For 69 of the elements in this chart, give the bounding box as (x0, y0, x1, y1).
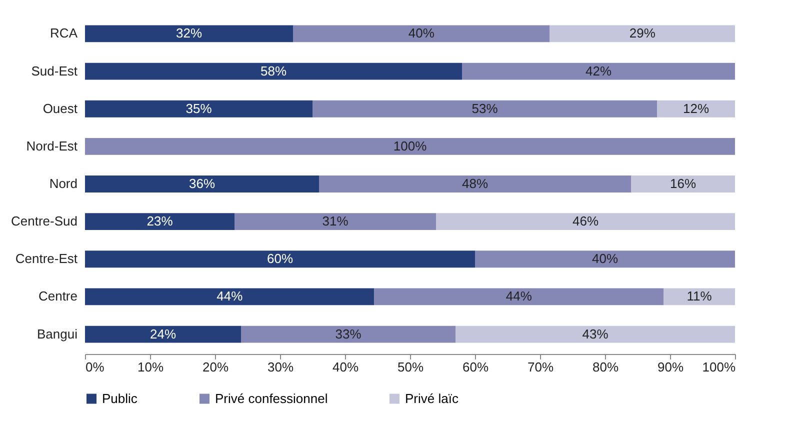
bar (85, 326, 241, 343)
bar (550, 25, 735, 42)
x-tick-label: 100% (702, 360, 736, 374)
bar (456, 326, 735, 343)
x-tick-label: 30% (267, 360, 294, 374)
data-label: 40% (408, 26, 435, 41)
x-tick-label: 10% (137, 360, 164, 374)
y-tick-label: Nord (49, 176, 78, 191)
data-label: 48% (462, 176, 488, 191)
bar (319, 176, 631, 192)
data-label: 36% (188, 176, 216, 191)
bar (85, 138, 735, 155)
data-label: 16% (670, 176, 696, 191)
y-tick-label: RCA (50, 26, 78, 41)
x-tick-label: 40% (332, 360, 359, 374)
bar (85, 288, 374, 306)
y-tick-label: Nord-Est (26, 138, 78, 154)
y-tick-label: Centre-Est (15, 251, 78, 266)
bar (462, 62, 735, 80)
x-tick-label: 60% (462, 360, 489, 374)
x-tick-label: 80% (592, 360, 619, 374)
bar (293, 25, 550, 42)
data-label: 23% (146, 214, 174, 229)
bar (85, 213, 234, 230)
bar (475, 250, 735, 268)
bar (85, 176, 319, 192)
bar (436, 213, 735, 230)
y-tick-label: Ouest (42, 100, 78, 116)
x-tick-label: 0% (86, 360, 105, 374)
data-label: 11% (686, 288, 712, 304)
legend-label: Privé confessionnel (215, 390, 328, 406)
x-tick-label: 90% (657, 360, 684, 374)
bar (657, 100, 735, 118)
data-label: 42% (585, 63, 612, 78)
data-label: 53% (472, 100, 498, 116)
legend-label: Public (102, 390, 138, 406)
bar (85, 100, 312, 118)
bar (374, 288, 664, 306)
data-label: 46% (572, 214, 599, 229)
data-label: 43% (582, 326, 609, 342)
bar (85, 250, 475, 268)
data-label: 58% (260, 63, 287, 78)
bar (664, 288, 735, 306)
data-label: 40% (592, 251, 618, 266)
data-label: 33% (335, 326, 362, 342)
bar (234, 213, 436, 230)
data-label: 100% (393, 138, 428, 154)
y-tick-label: Sud-Est (31, 63, 78, 78)
data-label: 31% (322, 214, 349, 229)
y-tick-label: Centre (38, 288, 78, 304)
x-tick-label: 70% (527, 360, 554, 374)
bar (631, 176, 735, 192)
y-tick-label: Centre-Sud (11, 214, 78, 229)
data-label: 29% (629, 26, 656, 41)
bar (312, 100, 657, 118)
data-label: 44% (216, 288, 244, 304)
data-label: 44% (506, 288, 532, 304)
data-label: 12% (682, 100, 710, 116)
data-label: 24% (150, 326, 176, 342)
x-tick-label: 20% (202, 360, 229, 374)
bar (241, 326, 456, 343)
y-tick-label: Bangui (37, 326, 78, 342)
bar (85, 25, 293, 42)
data-label: 60% (266, 251, 294, 266)
legend-label: Privé laïc (405, 390, 459, 406)
bar (85, 62, 462, 80)
x-tick-label: 50% (397, 360, 424, 374)
data-label: 32% (176, 26, 202, 41)
data-label: 35% (186, 100, 212, 116)
